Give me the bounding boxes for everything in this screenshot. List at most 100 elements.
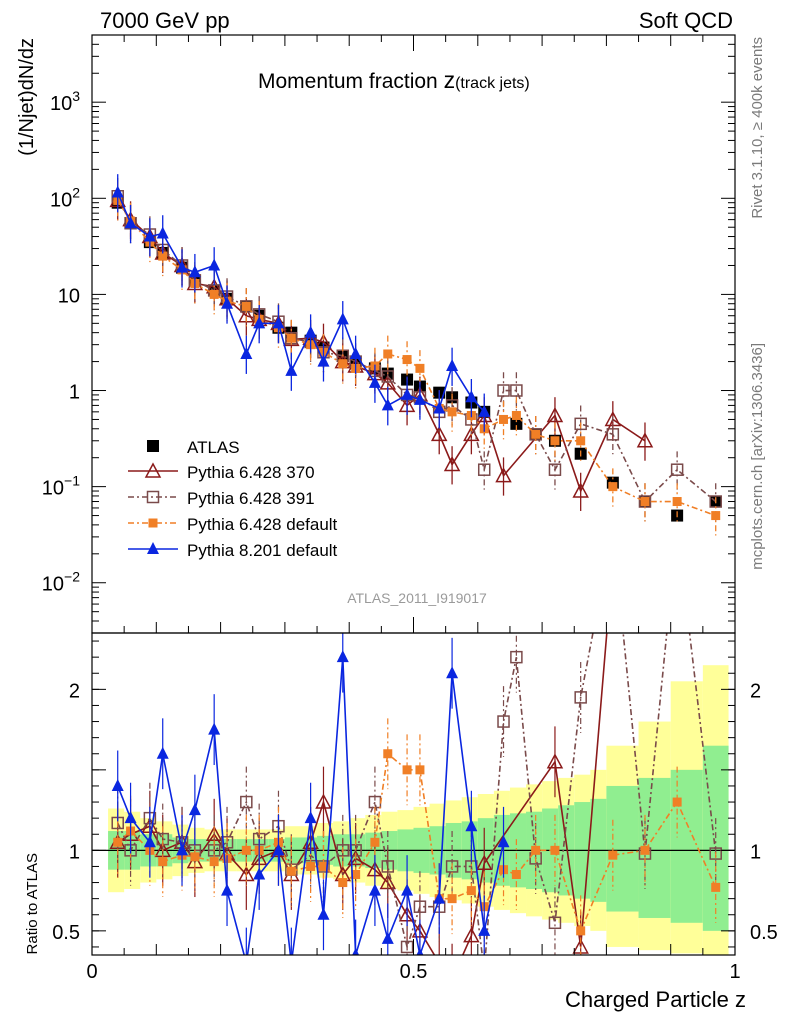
- ratio-series-p8def: [111, 633, 510, 968]
- ratio-point-p8def: [208, 722, 221, 735]
- data-point-p6def: [241, 301, 251, 311]
- ratio-point-p391: [413, 900, 427, 913]
- data-point-p6def: [499, 414, 509, 424]
- uncertainty-band-inner: [702, 745, 729, 931]
- data-point-p8def: [317, 354, 330, 367]
- ratio-point-p8def: [304, 811, 317, 824]
- data-point-p6def: [511, 410, 521, 420]
- ratio-y-tick-label-right: 2: [750, 680, 761, 702]
- ratio-point-p8def: [416, 948, 424, 955]
- data-point-p6def: [447, 407, 457, 417]
- y-tick-label: 1: [69, 382, 80, 404]
- uncertainty-band-inner: [606, 785, 639, 912]
- x-tick-label: 0.5: [400, 961, 428, 983]
- ratio-point-p8def: [111, 778, 124, 791]
- analysis-watermark: ATLAS_2011_I919017: [347, 590, 487, 606]
- ratio-point-p6def: [286, 866, 296, 876]
- ratio-point-p6def: [113, 837, 123, 847]
- data-point-p6def: [286, 333, 296, 343]
- legend-marker: [147, 440, 159, 452]
- legend-label: Pythia 6.428 default: [187, 515, 338, 534]
- ratio-point-p391: [672, 523, 683, 534]
- ratio-point-p6def: [241, 845, 251, 855]
- data-point-p8def: [478, 404, 491, 417]
- ratio-point-p8def: [478, 923, 491, 936]
- ratio-point-p6def: [338, 878, 348, 888]
- data-point-p8def: [368, 375, 381, 388]
- ratio-line-p370: [117, 633, 608, 955]
- data-point-p6def: [576, 436, 586, 446]
- data-point-p8def: [143, 229, 156, 242]
- ratio-point-p6def: [415, 765, 425, 775]
- ratio-point-p391: [240, 795, 253, 809]
- series-line-p8def: [116, 192, 485, 413]
- data-point-p391: [497, 384, 510, 397]
- data-point-p8def: [176, 260, 189, 273]
- mcplots-label: mcplots.cern.ch [arXiv:1306.3436]: [749, 343, 766, 570]
- data-point-p6def: [608, 482, 618, 492]
- data-point-p8def: [240, 346, 253, 359]
- data-point-p8def: [304, 325, 317, 338]
- ratio-point-p6def: [209, 857, 219, 867]
- data-point-p391: [477, 463, 491, 476]
- data-point-p8def: [111, 185, 124, 198]
- ratio-point-p391: [497, 715, 510, 728]
- data-point-p6def: [158, 251, 168, 261]
- ratio-point-p391: [607, 523, 618, 534]
- ratio-point-p6def: [447, 894, 457, 904]
- header-left: 7000 GeV pp: [100, 8, 230, 33]
- data-point-p8def: [413, 392, 426, 405]
- data-point-p391: [574, 417, 587, 431]
- data-point-p6def: [209, 289, 219, 299]
- ratio-point-p370: [463, 927, 480, 943]
- ratio-point-p8def: [156, 746, 169, 759]
- ratio-point-p391: [548, 916, 562, 930]
- data-point-p8def: [381, 398, 394, 411]
- ratio-point-p391: [574, 691, 587, 704]
- ratio-point-p391: [400, 940, 414, 954]
- series-p6def: [113, 182, 721, 536]
- legend-label: Pythia 6.428 370: [187, 463, 315, 482]
- ratio-point-p8def: [446, 666, 459, 679]
- rivet-label: Rivet 3.1.10, ≥ 400k events: [749, 37, 766, 219]
- ratio-point-p8def: [176, 843, 189, 856]
- data-point-p8def: [208, 258, 221, 271]
- data-point-p6def: [415, 363, 425, 373]
- ratio-point-p8def: [317, 907, 330, 920]
- ratio-y-tick-label-left: 0.5: [52, 922, 80, 944]
- ratio-frame: [91, 632, 736, 956]
- ratio-point-p6def: [608, 850, 618, 860]
- ratio-point-p6def: [531, 845, 541, 855]
- ratio-point-p370: [438, 954, 440, 955]
- data-point-p6def: [550, 436, 560, 446]
- ratio-point-p8def: [465, 819, 478, 832]
- ratio-point-p6def: [190, 852, 200, 862]
- data-point-p6def: [338, 359, 348, 369]
- data-point-atlas: [510, 417, 523, 430]
- ratio-point-p391: [381, 860, 395, 873]
- ratio-point-p8def: [381, 931, 394, 944]
- y-tick-label: 10−1: [42, 473, 80, 500]
- legend-marker: [146, 490, 160, 504]
- ratio-point-p370: [475, 854, 493, 870]
- ratio-point-p8def: [352, 948, 360, 955]
- ratio-point-p8def: [285, 956, 297, 968]
- data-point-p8def: [433, 401, 446, 414]
- data-point-p370: [430, 425, 448, 442]
- data-point-p6def: [531, 429, 541, 439]
- uncertainty-band-inner: [670, 769, 703, 923]
- ratio-point-p6def: [466, 886, 476, 896]
- ratio-y-tick-label-left: 1: [69, 841, 80, 863]
- data-point-p8def: [285, 363, 298, 376]
- data-point-p391: [381, 370, 395, 383]
- ratio-y-tick-label-left: 2: [69, 680, 80, 702]
- y-tick-label: 10−2: [42, 569, 80, 596]
- ratio-point-p8def: [240, 956, 252, 968]
- data-point-p6def: [383, 349, 393, 359]
- ratio-point-p6def: [640, 845, 650, 855]
- data-point-p8def: [124, 216, 137, 229]
- data-point-p8def: [401, 387, 414, 400]
- ratio-point-p370: [638, 521, 652, 534]
